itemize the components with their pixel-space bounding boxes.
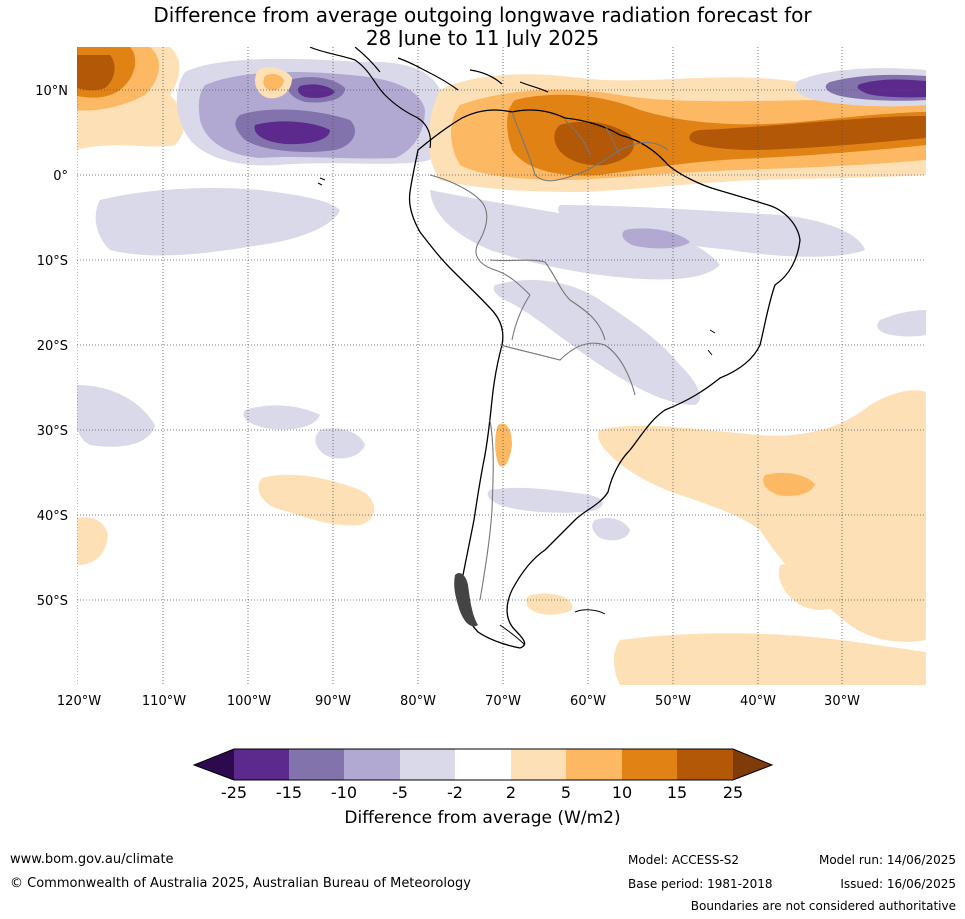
colorbar-tick-label: 15: [667, 783, 687, 802]
longitude-labels: 120°W 110°W 100°W 90°W 80°W 70°W 60°W 50…: [57, 694, 860, 709]
colorbar-tick-label: 25: [723, 783, 743, 802]
model-run-date: Model run: 14/06/2025: [818, 853, 956, 867]
colorbar-tick-label: -25: [221, 783, 247, 802]
boundaries-disclaimer: Boundaries are not considered authoritat…: [690, 899, 956, 913]
colorbar-extend-high: [733, 749, 772, 780]
colorbar-swatch: [455, 749, 511, 780]
anomaly-area-south-atlantic-positive: [598, 390, 926, 642]
colorbar-title: Difference from average (W/m2): [344, 808, 621, 828]
colorbar-swatch: [344, 749, 400, 780]
lon-label: 90°W: [315, 694, 351, 709]
issued-date: Issued: 16/06/2025: [840, 877, 956, 891]
copyright-text: © Commonwealth of Australia 2025, Austra…: [10, 876, 471, 891]
colorbar-tick-label: 2: [506, 783, 516, 802]
country-borders: [429, 111, 669, 601]
latitude-labels: 10°N 0° 10°S 20°S 30°S 40°S 50°S: [35, 84, 68, 609]
lat-label: 40°S: [37, 509, 68, 524]
title-line-2: 28 June to 11 July 2025: [365, 26, 600, 50]
colorbar-swatch: [677, 749, 733, 780]
colorbar-tick-label: -10: [331, 783, 357, 802]
colorbar-tick-label: 5: [561, 783, 571, 802]
colorbar-tick-label: 10: [612, 783, 632, 802]
colorbar-swatch: [566, 749, 622, 780]
lat-label: 10°N: [35, 84, 68, 99]
colorbar: -25 -15 -10 -5 -2 2 5 10 15 25: [192, 748, 774, 802]
lon-label: 100°W: [227, 694, 271, 709]
map-title: Difference from average outgoing longwav…: [0, 4, 965, 50]
anomaly-area-se-pacific-positive: [258, 474, 375, 526]
anomaly-area-equatorial-pacific-negative: [95, 188, 341, 256]
base-period: Base period: 1981-2018: [628, 877, 773, 891]
lat-label: 0°: [53, 169, 68, 184]
lat-label: 10°S: [37, 254, 68, 269]
colorbar-swatch: [622, 749, 677, 780]
colorbar-tick-label: -15: [276, 783, 302, 802]
title-line-1: Difference from average outgoing longwav…: [153, 3, 812, 27]
colorbar-swatch: [511, 749, 566, 780]
lat-label: 20°S: [37, 339, 68, 354]
lon-label: 70°W: [485, 694, 521, 709]
model-name: Model: ACCESS-S2: [628, 853, 740, 867]
lon-label: 110°W: [142, 694, 186, 709]
lon-label: 30°W: [824, 694, 860, 709]
lon-label: 40°W: [740, 694, 776, 709]
lat-label: 50°S: [37, 594, 68, 609]
colorbar-extend-low: [194, 749, 234, 780]
anomaly-field: [77, 47, 926, 685]
lon-label: 80°W: [400, 694, 436, 709]
colorbar-swatch: [400, 749, 455, 780]
lat-label: 30°S: [37, 424, 68, 439]
colorbar-swatch: [234, 749, 289, 780]
website-link[interactable]: www.bom.gov.au/climate: [10, 852, 174, 867]
lon-label: 50°W: [655, 694, 691, 709]
colorbar-tick-label: -5: [392, 783, 408, 802]
graticule: [77, 47, 926, 685]
colorbar-swatch: [289, 749, 344, 780]
lon-label: 120°W: [57, 694, 101, 709]
central-america-coastline: [309, 47, 549, 149]
colorbar-tick-label: -2: [447, 783, 463, 802]
lon-label: 60°W: [570, 694, 606, 709]
anomaly-area-brazil-negative: [430, 190, 720, 280]
